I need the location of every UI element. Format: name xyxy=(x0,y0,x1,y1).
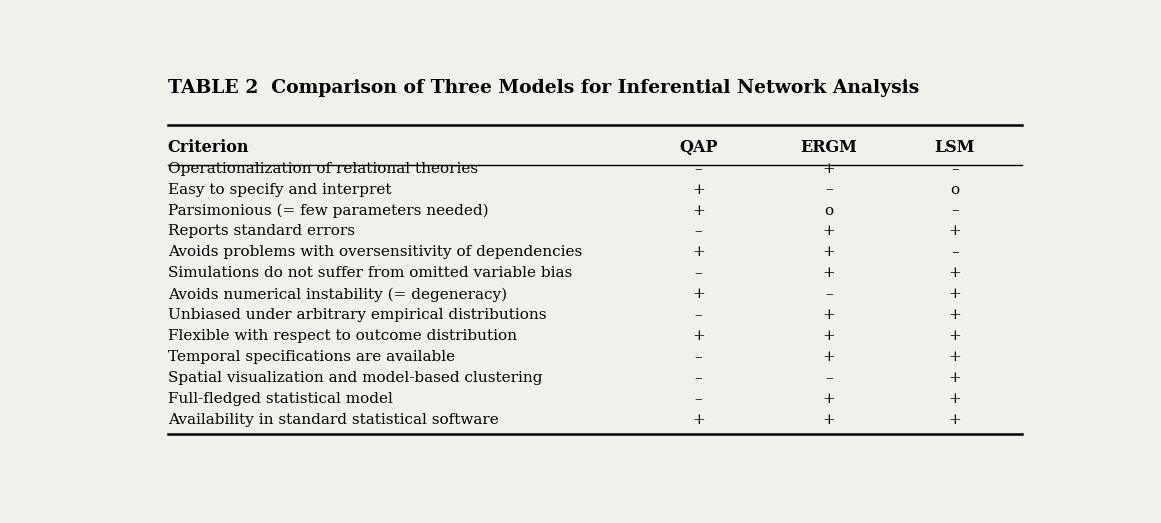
Text: –: – xyxy=(825,371,832,385)
Text: +: + xyxy=(823,245,835,259)
Text: +: + xyxy=(949,329,961,343)
Text: ERGM: ERGM xyxy=(801,139,857,156)
Text: +: + xyxy=(692,413,705,427)
Text: o: o xyxy=(951,183,959,197)
Text: +: + xyxy=(949,392,961,406)
Text: –: – xyxy=(825,183,832,197)
Text: QAP: QAP xyxy=(679,139,717,156)
Text: +: + xyxy=(949,224,961,238)
Text: +: + xyxy=(949,287,961,301)
Text: Criterion: Criterion xyxy=(167,139,250,156)
Text: –: – xyxy=(694,392,702,406)
Text: +: + xyxy=(692,287,705,301)
Text: –: – xyxy=(694,308,702,322)
Text: +: + xyxy=(692,245,705,259)
Text: +: + xyxy=(823,162,835,176)
Text: +: + xyxy=(823,308,835,322)
Text: –: – xyxy=(951,162,959,176)
Text: Unbiased under arbitrary empirical distributions: Unbiased under arbitrary empirical distr… xyxy=(167,308,546,322)
Text: –: – xyxy=(694,371,702,385)
Text: LSM: LSM xyxy=(935,139,975,156)
Text: –: – xyxy=(694,350,702,364)
Text: Full-fledged statistical model: Full-fledged statistical model xyxy=(167,392,392,406)
Text: +: + xyxy=(949,308,961,322)
Text: +: + xyxy=(692,203,705,218)
Text: Flexible with respect to outcome distribution: Flexible with respect to outcome distrib… xyxy=(167,329,517,343)
Text: +: + xyxy=(692,183,705,197)
Text: Spatial visualization and model-based clustering: Spatial visualization and model-based cl… xyxy=(167,371,542,385)
Text: +: + xyxy=(949,413,961,427)
Text: –: – xyxy=(951,203,959,218)
Text: +: + xyxy=(823,224,835,238)
Text: Parsimonious (= few parameters needed): Parsimonious (= few parameters needed) xyxy=(167,203,489,218)
Text: +: + xyxy=(949,371,961,385)
Text: +: + xyxy=(823,329,835,343)
Text: –: – xyxy=(951,245,959,259)
Text: +: + xyxy=(823,413,835,427)
Text: –: – xyxy=(694,162,702,176)
Text: +: + xyxy=(949,350,961,364)
Text: Easy to specify and interpret: Easy to specify and interpret xyxy=(167,183,391,197)
Text: –: – xyxy=(694,224,702,238)
Text: –: – xyxy=(825,287,832,301)
Text: +: + xyxy=(823,350,835,364)
Text: Temporal specifications are available: Temporal specifications are available xyxy=(167,350,455,364)
Text: Simulations do not suffer from omitted variable bias: Simulations do not suffer from omitted v… xyxy=(167,266,572,280)
Text: Avoids numerical instability (= degeneracy): Avoids numerical instability (= degenera… xyxy=(167,287,506,302)
Text: TABLE 2  Comparison of Three Models for Inferential Network Analysis: TABLE 2 Comparison of Three Models for I… xyxy=(167,79,918,97)
Text: Reports standard errors: Reports standard errors xyxy=(167,224,354,238)
Text: +: + xyxy=(949,266,961,280)
Text: o: o xyxy=(824,203,834,218)
Text: –: – xyxy=(694,266,702,280)
Text: Avoids problems with oversensitivity of dependencies: Avoids problems with oversensitivity of … xyxy=(167,245,582,259)
Text: Operationalization of relational theories: Operationalization of relational theorie… xyxy=(167,162,477,176)
Text: +: + xyxy=(823,392,835,406)
Text: +: + xyxy=(823,266,835,280)
Text: Availability in standard statistical software: Availability in standard statistical sof… xyxy=(167,413,498,427)
Text: +: + xyxy=(692,329,705,343)
